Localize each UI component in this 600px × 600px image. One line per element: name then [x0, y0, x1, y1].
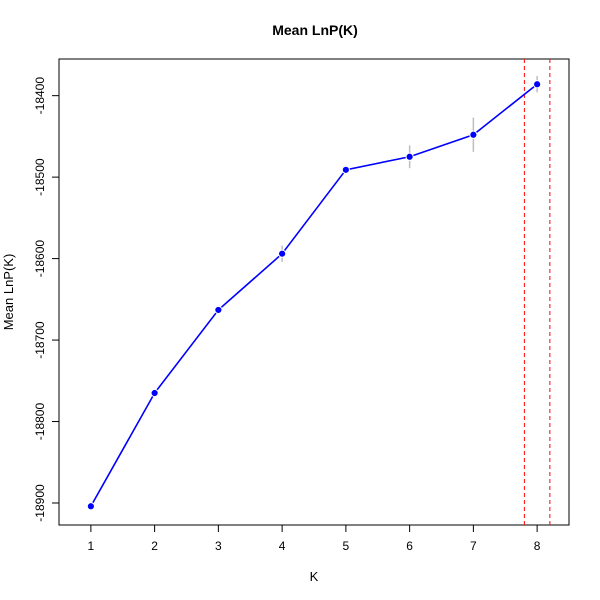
x-tick-label: 5 [343, 539, 350, 553]
x-tick-label: 6 [406, 539, 413, 553]
y-axis: -18900 -18800 -18700 -18600 -18500 -18400 [33, 77, 59, 522]
chart-title: Mean LnP(K) [272, 22, 358, 38]
x-tick-label: 3 [215, 539, 222, 553]
y-tick-label: -18800 [33, 403, 47, 441]
data-point [86, 502, 95, 511]
y-tick-label: -18900 [33, 484, 47, 522]
data-point [341, 165, 350, 174]
x-tick-label: 2 [151, 539, 158, 553]
error-bars [90, 76, 538, 508]
data-point [405, 152, 414, 161]
data-point [533, 80, 542, 89]
y-tick-label: -18500 [33, 158, 47, 196]
y-tick-label: -18400 [33, 77, 47, 115]
data-point [469, 130, 478, 139]
data-point [214, 305, 223, 315]
series-group [86, 80, 542, 511]
x-axis: 1 2 3 4 5 6 7 8 [88, 525, 541, 553]
data-point [278, 249, 287, 258]
x-tick-label: 4 [279, 539, 286, 553]
y-tick-label: -18700 [33, 321, 47, 359]
x-tick-label: 1 [88, 539, 95, 553]
x-tick-label: 7 [470, 539, 477, 553]
reference-lines [523, 59, 551, 525]
plot-frame [58, 58, 570, 526]
x-tick-label: 8 [534, 539, 541, 553]
series-line [90, 83, 538, 507]
x-axis-label: K [310, 569, 319, 584]
y-tick-label: -18600 [33, 240, 47, 278]
data-point [150, 388, 159, 398]
y-axis-label: Mean LnP(K) [1, 254, 16, 331]
